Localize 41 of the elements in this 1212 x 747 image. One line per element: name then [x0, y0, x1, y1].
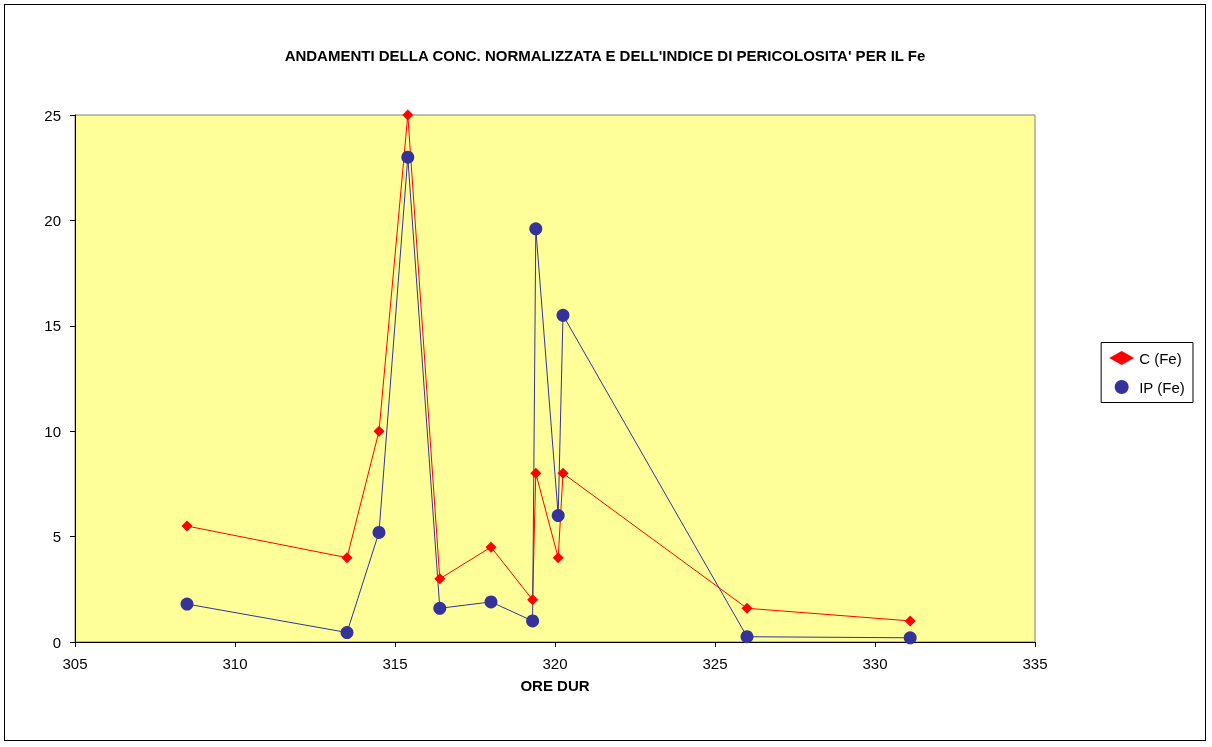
y-tick-label: 5 [52, 528, 61, 546]
point [527, 594, 539, 606]
point [484, 595, 498, 609]
point [526, 614, 540, 628]
point [557, 467, 569, 479]
point [433, 601, 447, 615]
y-tick-label: 0 [52, 633, 61, 651]
legend-label: C (Fe) [1139, 349, 1182, 367]
x-tick-label: 330 [862, 655, 888, 672]
point [903, 631, 917, 645]
point [740, 630, 754, 644]
x-tick-label: 325 [702, 655, 728, 672]
point [341, 552, 353, 564]
point [552, 552, 564, 564]
point [904, 615, 916, 627]
y-tick-label: 25 [44, 106, 61, 124]
point [485, 541, 497, 553]
x-axis-title: ORE DUR [520, 677, 590, 694]
point [340, 626, 354, 640]
point [401, 150, 415, 164]
point [434, 573, 446, 585]
y-tick-label: 20 [44, 211, 61, 229]
y-tick-label: 10 [44, 422, 61, 440]
chart-title: ANDAMENTI DELLA CONC. NORMALIZZATA E DELL'INDICE DI PERICOLOSITA' PER IL Fe [284, 47, 926, 64]
point [530, 467, 542, 479]
point [551, 509, 565, 523]
point [529, 222, 543, 236]
x-tick-label: 310 [222, 655, 248, 672]
x-tick-label: 335 [1022, 655, 1048, 672]
point [373, 425, 385, 437]
point [372, 525, 386, 539]
y-tick-label: 15 [44, 317, 61, 335]
point [180, 597, 194, 611]
point [181, 520, 193, 532]
legend-label: IP (Fe) [1139, 378, 1185, 396]
x-tick-label: 320 [542, 655, 568, 672]
x-tick-label: 305 [62, 655, 88, 672]
point [556, 308, 570, 322]
point [402, 109, 414, 121]
point [741, 602, 753, 614]
x-tick-label: 315 [382, 655, 408, 672]
